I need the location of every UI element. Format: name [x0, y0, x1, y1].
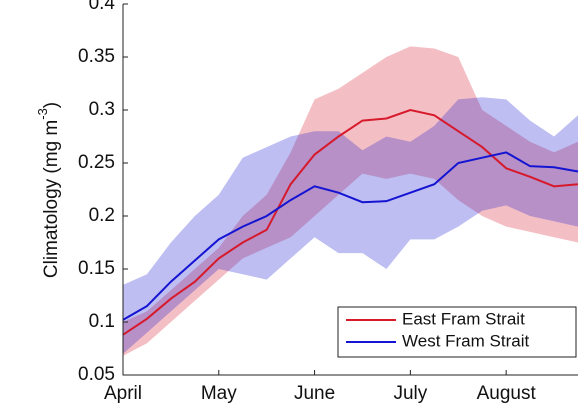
y-tick-label: 0.25 — [78, 152, 115, 173]
legend-label: West Fram Strait — [402, 331, 529, 350]
y-axis-label: Climatology (mg m-3) — [35, 102, 62, 278]
legend-box — [337, 306, 577, 358]
x-tick-label: May — [201, 383, 237, 404]
y-tick-label: 0.35 — [78, 46, 115, 67]
confidence-band — [123, 46, 578, 356]
y-tick-label: 0.4 — [89, 0, 116, 14]
x-tick-label: August — [477, 383, 537, 404]
series-line — [122, 151, 579, 321]
y-tick-label: 0.05 — [78, 364, 115, 385]
y-label-text: Climatology (mg m — [41, 120, 62, 278]
plot-area — [122, 46, 579, 356]
y-tick-label: 0.15 — [78, 258, 115, 279]
y-label-sup: -3 — [35, 108, 50, 120]
x-tick-label: June — [294, 383, 335, 404]
y-tick-label: 0.3 — [89, 99, 115, 120]
x-tick-label: July — [393, 383, 427, 404]
y-label-suffix: ) — [41, 102, 62, 108]
x-tick-label: April — [104, 383, 142, 404]
legend: East Fram Strait West Fram Strait — [337, 306, 577, 358]
y-tick-label: 0.2 — [89, 205, 115, 226]
legend-label: East Fram Strait — [402, 309, 525, 328]
y-tick-label: 0.1 — [89, 311, 115, 332]
series-line — [122, 108, 579, 336]
